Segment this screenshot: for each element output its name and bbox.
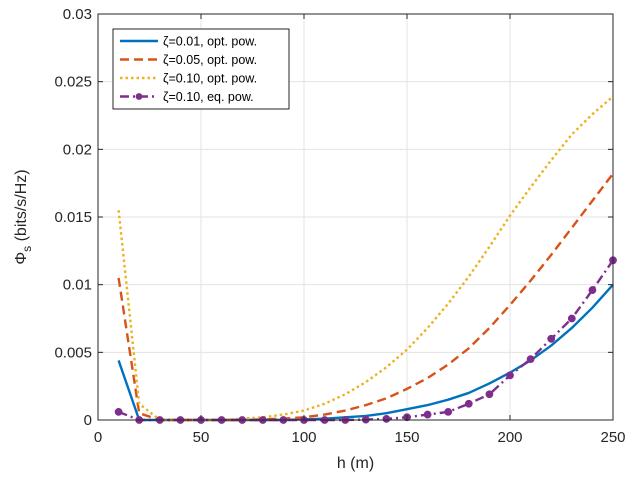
y-axis-label-symbol: Φ bbox=[13, 252, 30, 265]
legend: ζ=0.01, opt. pow. ζ=0.05, opt. pow. ζ=0.10… bbox=[112, 28, 290, 110]
x-tick-label: 100 bbox=[291, 429, 316, 446]
series-4-point bbox=[506, 371, 514, 380]
y-tick-label: 0.025 bbox=[54, 74, 92, 91]
series-4-point bbox=[567, 314, 576, 323]
y-tick-label: 0.005 bbox=[54, 344, 92, 361]
legend-label-1: ζ=0.01, opt. pow. bbox=[163, 35, 257, 49]
y-axis-label-units: (bits/s/Hz) bbox=[13, 169, 30, 245]
x-tick-label: 0 bbox=[94, 429, 102, 446]
legend-marker bbox=[135, 93, 143, 100]
y-tick-label: 0 bbox=[84, 412, 92, 429]
series-4-point bbox=[588, 286, 597, 294]
x-tick-label: 50 bbox=[193, 429, 210, 446]
series-4-point bbox=[444, 407, 453, 416]
x-tick-label: 200 bbox=[497, 429, 522, 446]
y-tick-label: 0.03 bbox=[63, 6, 92, 23]
y-axis-label-subscript: s bbox=[20, 246, 34, 252]
y-axis-label: Φs (bits/s/Hz) bbox=[13, 169, 34, 264]
series-4-point bbox=[485, 390, 494, 399]
x-tick-label: 250 bbox=[600, 429, 625, 446]
y-tick-label: 0.015 bbox=[54, 209, 92, 226]
series-4-point bbox=[526, 355, 535, 364]
series-4-point bbox=[382, 415, 391, 423]
y-tick-label: 0.02 bbox=[63, 141, 92, 158]
series-4-point bbox=[547, 334, 556, 343]
x-axis-label: h (m) bbox=[337, 455, 374, 472]
legend-label-4: ζ=0.10, eq. pow. bbox=[163, 90, 254, 104]
y-tick-label: 0.01 bbox=[63, 277, 92, 294]
series-4-point bbox=[114, 407, 123, 416]
legend-label-3: ζ=0.10, opt. pow. bbox=[163, 72, 257, 86]
series-4-point bbox=[464, 399, 473, 408]
series-4-point bbox=[423, 410, 432, 419]
x-tick-label: 150 bbox=[394, 429, 419, 446]
axis-ticks: 0 50 100 150 200 250 0 0.005 0.01 0.015 0.02 0.025 0… bbox=[54, 6, 625, 446]
legend-label-2: ζ=0.05, opt. pow. bbox=[163, 53, 257, 67]
